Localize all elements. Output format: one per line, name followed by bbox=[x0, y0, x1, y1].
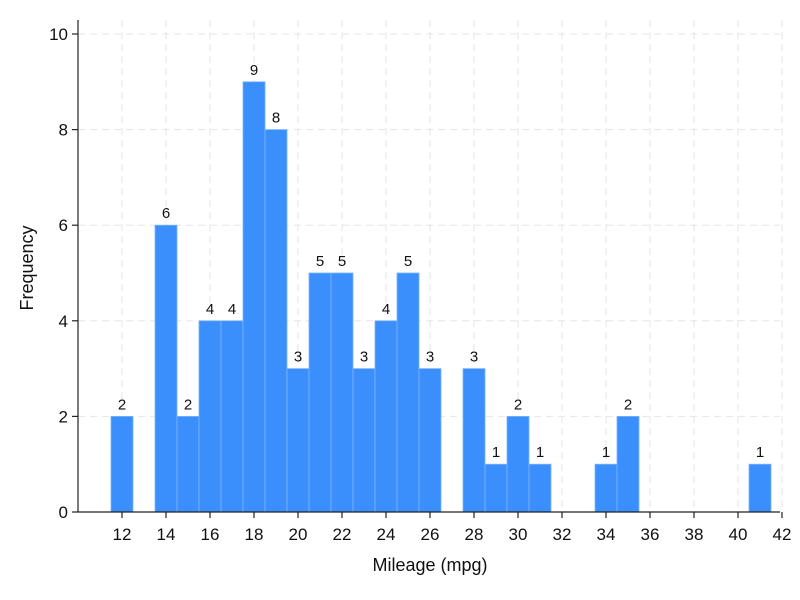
y-tick-label: 8 bbox=[59, 121, 68, 140]
x-tick-label: 38 bbox=[685, 525, 704, 544]
histogram-bar bbox=[330, 272, 354, 513]
histogram-bar bbox=[176, 415, 200, 513]
bar-value-label: 2 bbox=[184, 396, 192, 413]
y-tick-label: 6 bbox=[59, 216, 68, 235]
bar-value-label: 4 bbox=[382, 301, 390, 318]
bar-value-label: 5 bbox=[316, 253, 324, 270]
histogram-bar bbox=[484, 463, 508, 513]
histogram-bar bbox=[242, 81, 266, 513]
x-tick-label: 16 bbox=[201, 525, 220, 544]
x-tick-label: 42 bbox=[773, 525, 792, 544]
x-tick-label: 20 bbox=[289, 525, 308, 544]
histogram-bar bbox=[154, 224, 178, 513]
y-tick-label: 0 bbox=[59, 503, 68, 522]
histogram-bar bbox=[352, 368, 376, 513]
bar-value-label: 2 bbox=[118, 396, 126, 413]
bars bbox=[110, 81, 772, 513]
x-axis-ticks: 12 14 16 18 20 22 24 26 28 30 32 34 36 38 40 42 bbox=[113, 512, 792, 544]
bar-value-label: 2 bbox=[514, 396, 522, 413]
bar-value-label: 3 bbox=[470, 349, 478, 366]
x-tick-label: 26 bbox=[421, 525, 440, 544]
bar-value-label: 1 bbox=[492, 444, 500, 461]
bar-value-label: 5 bbox=[404, 253, 412, 270]
x-tick-label: 28 bbox=[465, 525, 484, 544]
bar-value-label: 6 bbox=[162, 205, 170, 222]
histogram-bar bbox=[506, 415, 530, 513]
x-tick-label: 14 bbox=[157, 525, 176, 544]
x-tick-label: 12 bbox=[113, 525, 132, 544]
bar-value-label: 3 bbox=[360, 349, 368, 366]
x-tick-label: 18 bbox=[245, 525, 264, 544]
bar-value-label: 3 bbox=[294, 349, 302, 366]
bar-value-label: 3 bbox=[426, 349, 434, 366]
y-axis-title: Frequency bbox=[17, 225, 37, 310]
bar-value-label: 8 bbox=[272, 110, 280, 127]
histogram-bar bbox=[286, 368, 310, 513]
x-tick-label: 32 bbox=[553, 525, 572, 544]
histogram-bar bbox=[220, 320, 244, 513]
bar-value-label: 4 bbox=[206, 301, 214, 318]
histogram-bar bbox=[528, 463, 552, 513]
bar-value-label: 2 bbox=[624, 396, 632, 413]
x-axis-title: Mileage (mpg) bbox=[372, 555, 487, 575]
bar-value-label: 4 bbox=[228, 301, 236, 318]
x-tick-label: 34 bbox=[597, 525, 616, 544]
histogram-bar bbox=[264, 129, 288, 513]
histogram-bar bbox=[748, 463, 772, 513]
bar-value-label: 1 bbox=[602, 444, 610, 461]
y-tick-label: 2 bbox=[59, 407, 68, 426]
y-axis-ticks: 0 2 4 6 8 10 bbox=[49, 25, 78, 522]
y-tick-label: 4 bbox=[59, 312, 68, 331]
x-tick-label: 30 bbox=[509, 525, 528, 544]
x-tick-label: 24 bbox=[377, 525, 396, 544]
y-tick-label: 10 bbox=[49, 25, 68, 44]
bar-value-label: 1 bbox=[536, 444, 544, 461]
histogram-bar bbox=[616, 415, 640, 513]
bar-value-label: 9 bbox=[250, 62, 258, 79]
bar-value-label: 1 bbox=[756, 444, 764, 461]
x-tick-label: 22 bbox=[333, 525, 352, 544]
histogram-bar bbox=[110, 415, 134, 513]
x-tick-label: 40 bbox=[729, 525, 748, 544]
histogram-bar bbox=[374, 320, 398, 513]
histogram-bar bbox=[198, 320, 222, 513]
histogram-bar bbox=[418, 368, 442, 513]
x-tick-label: 36 bbox=[641, 525, 660, 544]
histogram-bar bbox=[462, 368, 486, 513]
histogram-bar bbox=[396, 272, 420, 513]
histogram-bar bbox=[594, 463, 618, 513]
axes bbox=[77, 20, 780, 513]
bar-value-label: 5 bbox=[338, 253, 346, 270]
histogram-bar bbox=[308, 272, 332, 513]
